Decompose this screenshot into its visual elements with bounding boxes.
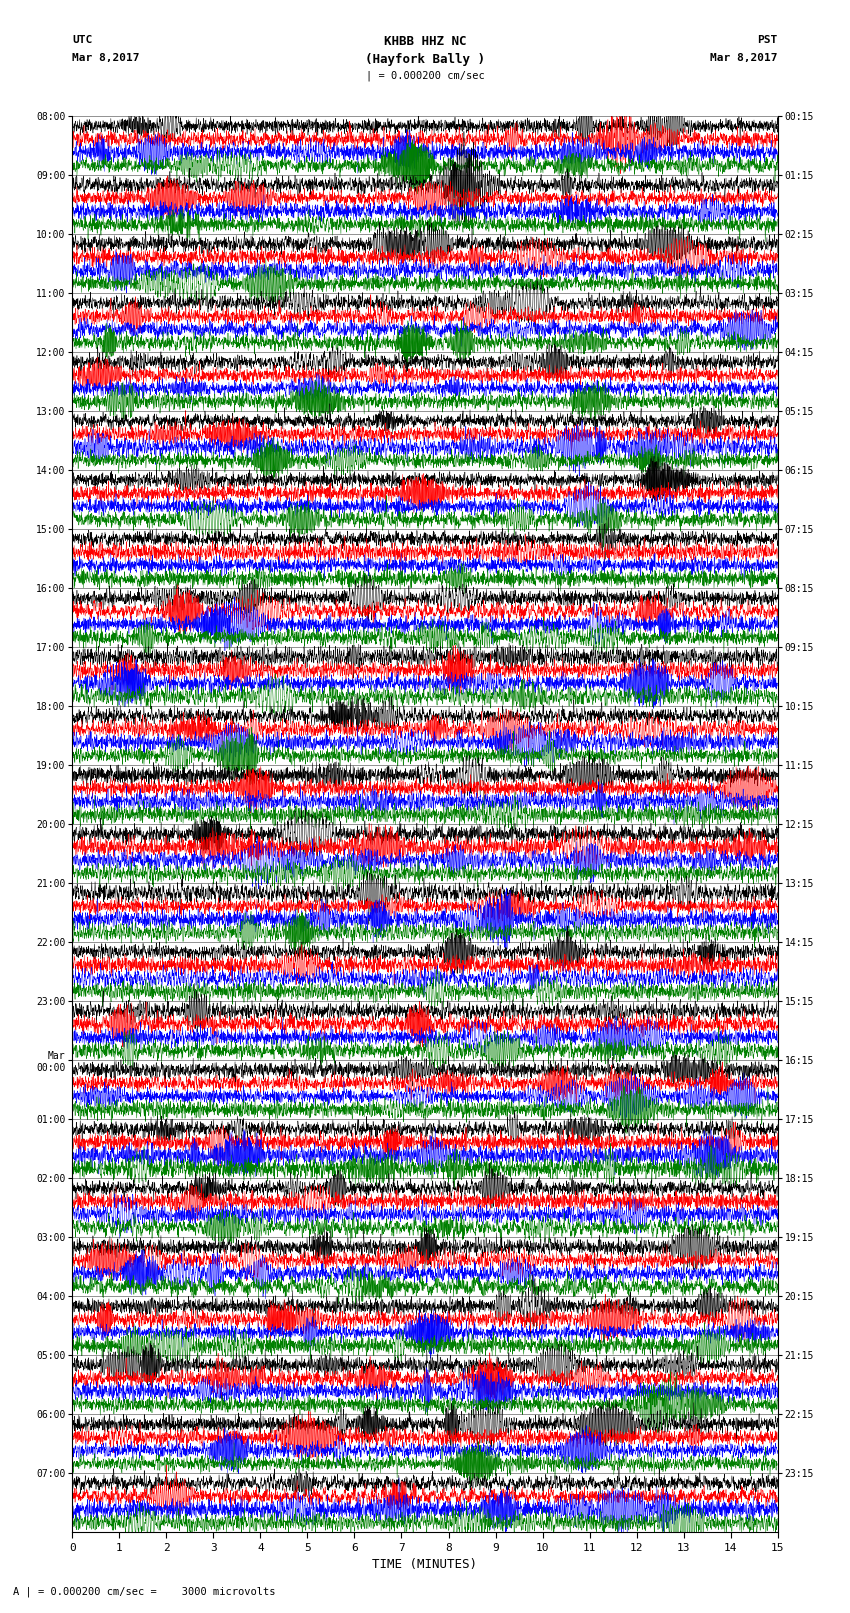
Text: | = 0.000200 cm/sec: | = 0.000200 cm/sec [366, 71, 484, 82]
Text: (Hayfork Bally ): (Hayfork Bally ) [365, 53, 485, 66]
X-axis label: TIME (MINUTES): TIME (MINUTES) [372, 1558, 478, 1571]
Text: Mar 8,2017: Mar 8,2017 [72, 53, 139, 63]
Text: Mar 8,2017: Mar 8,2017 [711, 53, 778, 63]
Text: KHBB HHZ NC: KHBB HHZ NC [383, 35, 467, 48]
Text: UTC: UTC [72, 35, 93, 45]
Text: A | = 0.000200 cm/sec =    3000 microvolts: A | = 0.000200 cm/sec = 3000 microvolts [13, 1586, 275, 1597]
Text: PST: PST [757, 35, 778, 45]
